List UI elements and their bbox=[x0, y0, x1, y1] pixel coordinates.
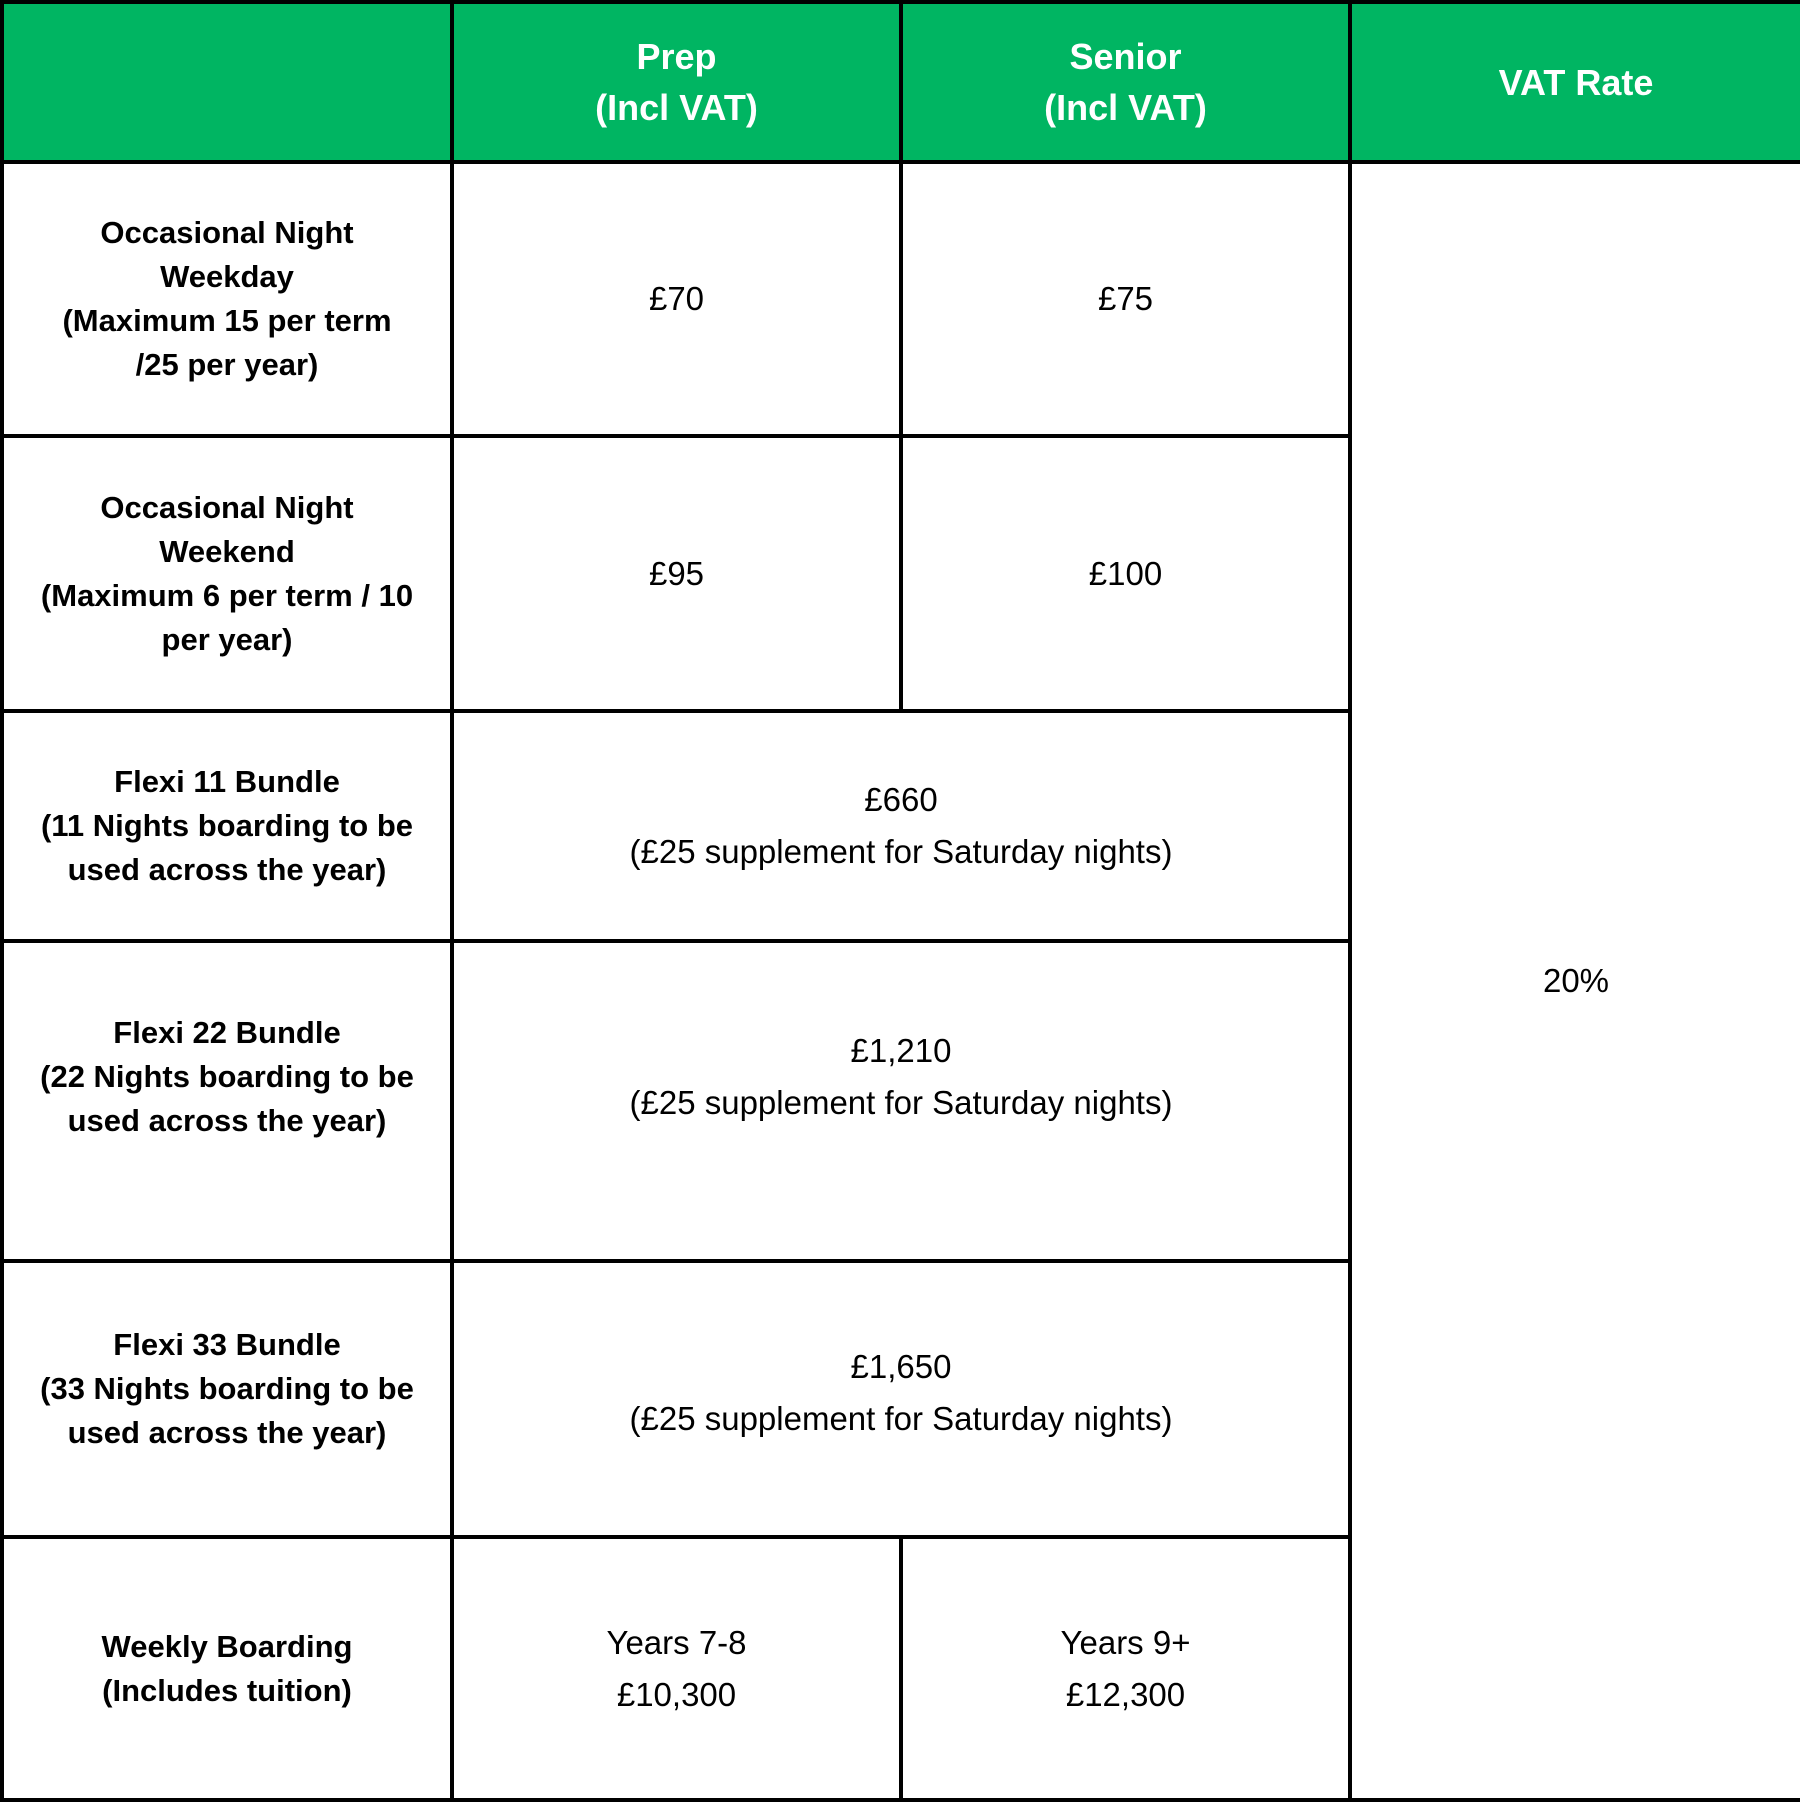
label-line: Flexi 11 Bundle bbox=[114, 764, 340, 799]
table-row: Flexi 22 Bundle (22 Nights boarding to be… bbox=[0, 939, 1800, 1263]
combined-price: £660 (£25 supplement for Saturday nights) bbox=[450, 709, 1352, 943]
label-line: used across the year) bbox=[67, 1103, 387, 1138]
label-line: Weekday bbox=[160, 259, 294, 294]
row-label: Occasional Night Weekday (Maximum 15 per t… bbox=[0, 160, 454, 438]
label-line: /25 per year) bbox=[135, 347, 319, 382]
label-line: (33 Nights boarding to be bbox=[40, 1371, 414, 1406]
label-line: used across the year) bbox=[67, 1415, 387, 1450]
table-row: Occasional Night Weekday (Maximum 15 per t… bbox=[0, 160, 1800, 1802]
price-note: (£25 supplement for Saturday nights) bbox=[629, 1400, 1173, 1437]
row-label: Flexi 11 Bundle (11 Nights boarding to be… bbox=[0, 709, 454, 943]
label-line: Flexi 22 Bundle bbox=[113, 1015, 341, 1050]
label-line: (Maximum 15 per term bbox=[62, 303, 392, 338]
label-line: Occasional Night bbox=[100, 215, 354, 250]
row-label: Flexi 22 Bundle (22 Nights boarding to be… bbox=[0, 939, 454, 1263]
row-label: Weekly Boarding (Includes tuition) bbox=[0, 1535, 454, 1802]
senior-price: £100 bbox=[899, 434, 1352, 713]
table-row: Flexi 11 Bundle (11 Nights boarding to be… bbox=[0, 709, 1800, 943]
header-senior-line2: (Incl VAT) bbox=[1044, 87, 1207, 128]
price-note: (£25 supplement for Saturday nights) bbox=[629, 1084, 1173, 1121]
label-line: (Maximum 6 per term / 10 bbox=[40, 577, 414, 613]
label-line: (22 Nights boarding to be bbox=[40, 1059, 414, 1094]
label-line: (11 Nights boarding to be bbox=[40, 808, 413, 843]
label-line: Weekly Boarding bbox=[101, 1628, 353, 1664]
prep-price: £95 bbox=[450, 434, 903, 713]
year-group: Years 9+ bbox=[1060, 1623, 1191, 1661]
label-line: (Includes tuition) bbox=[102, 1672, 352, 1708]
table-row: Occasional Night Weekend (Maximum 6 per te… bbox=[0, 434, 1800, 713]
price: £1,650 bbox=[850, 1348, 952, 1385]
price: £660 bbox=[864, 781, 938, 818]
prep-price: £70 bbox=[450, 160, 903, 438]
table-row: Flexi 33 Bundle (33 Nights boarding to be… bbox=[0, 1259, 1800, 1539]
year-group: Years 7-8 bbox=[606, 1623, 747, 1661]
combined-price: £1,650 (£25 supplement for Saturday night… bbox=[450, 1259, 1352, 1539]
prep-price: Years 7-8 £10,300 bbox=[450, 1535, 903, 1802]
price: £1,210 bbox=[850, 1032, 952, 1069]
header-vat-rate: VAT Rate bbox=[1348, 0, 1800, 164]
price: £12,300 bbox=[1065, 1675, 1186, 1713]
label-line: per year) bbox=[161, 621, 293, 657]
header-senior: Senior (Incl VAT) bbox=[899, 0, 1352, 164]
label-line: Occasional Night bbox=[100, 489, 354, 525]
header-senior-line1: Senior bbox=[1069, 36, 1182, 77]
row-label: Flexi 33 Bundle (33 Nights boarding to be… bbox=[0, 1259, 454, 1539]
header-prep-line1: Prep bbox=[636, 36, 717, 77]
label-line: Weekend bbox=[159, 533, 295, 569]
senior-price: Years 9+ £12,300 bbox=[899, 1535, 1352, 1802]
row-label: Occasional Night Weekend (Maximum 6 per te… bbox=[0, 434, 454, 713]
header-prep-line2: (Incl VAT) bbox=[595, 87, 758, 128]
senior-price: £75 bbox=[899, 160, 1352, 438]
header-row: Prep (Incl VAT) Senior (Incl VAT) VAT Rate bbox=[0, 0, 1800, 164]
label-line: used across the year) bbox=[67, 852, 387, 887]
price: £10,300 bbox=[616, 1675, 737, 1713]
label-line: Flexi 33 Bundle bbox=[113, 1327, 341, 1362]
price-note: (£25 supplement for Saturday nights) bbox=[629, 833, 1173, 870]
vat-rate-value: 20% bbox=[1348, 160, 1800, 1802]
table-row: Weekly Boarding (Includes tuition) Years … bbox=[0, 1535, 1800, 1802]
header-corner bbox=[0, 0, 454, 164]
header-prep: Prep (Incl VAT) bbox=[450, 0, 903, 164]
combined-price: £1,210 (£25 supplement for Saturday night… bbox=[450, 939, 1352, 1263]
